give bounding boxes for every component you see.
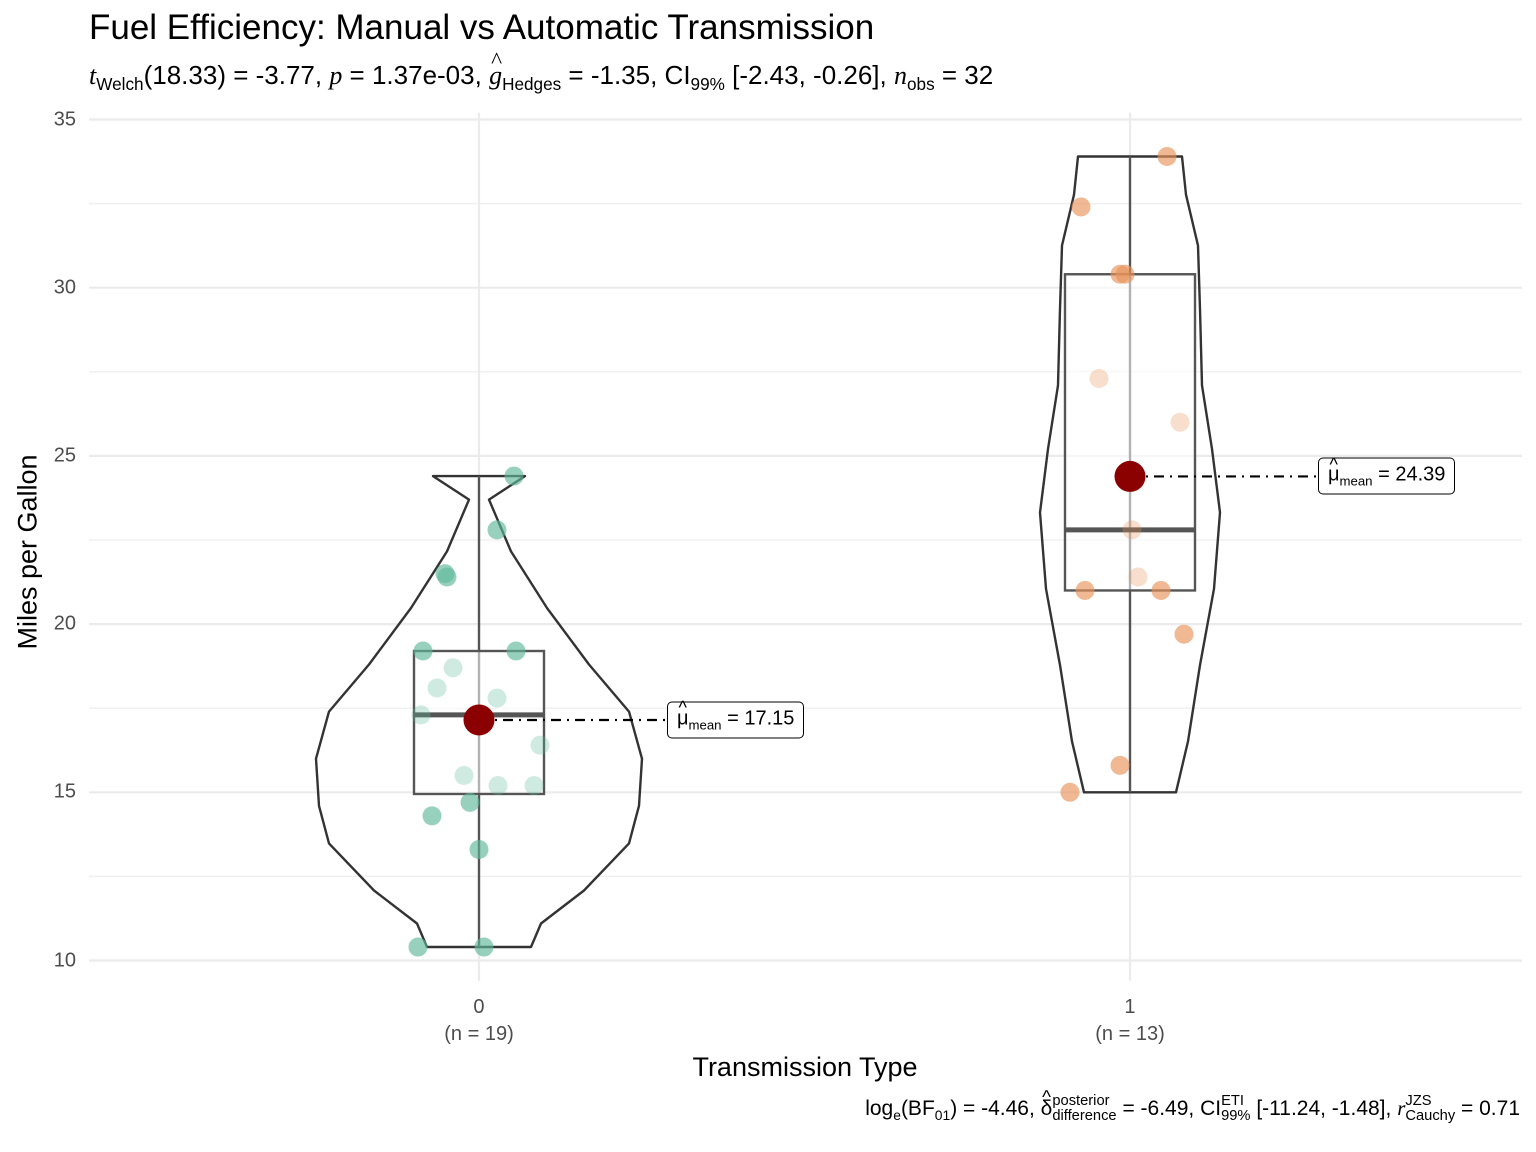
mean-label-mu: μ bbox=[1328, 454, 1340, 487]
x-tick-count: (n = 13) bbox=[1095, 1023, 1165, 1045]
mean-label-sub: mean bbox=[688, 717, 722, 733]
chart-title: Fuel Efficiency: Manual vs Automatic Tra… bbox=[89, 8, 875, 47]
data-point bbox=[1151, 580, 1171, 600]
y-tick-label: 10 bbox=[53, 949, 76, 971]
data-point bbox=[413, 641, 433, 661]
y-axis-title: Miles per Gallon bbox=[12, 454, 43, 650]
caption-log-label: log bbox=[865, 1096, 894, 1120]
x-tick-label-1: 1 (n = 13) bbox=[1095, 994, 1164, 1048]
subtitle-g-value: = -1.35, CI bbox=[561, 60, 691, 90]
mean-point-0 bbox=[463, 704, 495, 736]
caption-r-sup: JZS bbox=[1405, 1093, 1432, 1109]
violin-outline-0 bbox=[314, 474, 644, 949]
mean-label-0: μmean = 17.15 bbox=[667, 698, 805, 739]
x-tick-count: (n = 19) bbox=[444, 1023, 514, 1045]
mean-label-value: = 17.15 bbox=[721, 707, 795, 730]
caption-delta-label: δ bbox=[1041, 1087, 1053, 1121]
mean-label-mu: μ bbox=[677, 698, 689, 730]
caption-bf-sub: 01 bbox=[934, 1107, 951, 1124]
data-point bbox=[1089, 369, 1109, 389]
subtitle-p-value: = 1.37e-03, bbox=[342, 60, 490, 90]
caption-log-sub: e bbox=[893, 1107, 901, 1124]
data-point bbox=[1128, 567, 1148, 587]
data-point bbox=[427, 678, 447, 698]
caption-delta-value: = -6.49, CI bbox=[1116, 1096, 1222, 1120]
data-point bbox=[422, 806, 442, 826]
caption-r-label: r bbox=[1397, 1095, 1406, 1120]
data-point bbox=[1170, 412, 1190, 432]
data-point bbox=[1115, 264, 1135, 284]
y-tick-label: 35 bbox=[53, 108, 76, 130]
x-tick-category: 0 bbox=[473, 996, 485, 1018]
subtitle-n-sub: obs bbox=[906, 74, 935, 95]
data-point bbox=[506, 641, 526, 661]
data-point bbox=[1110, 755, 1130, 775]
x-tick-label-0: 0 (n = 19) bbox=[444, 994, 513, 1048]
caption-r-scripts: JZS Cauchy bbox=[1405, 1093, 1456, 1125]
subtitle-ci-sub: 99% bbox=[690, 74, 725, 95]
data-point bbox=[524, 776, 544, 796]
data-point bbox=[454, 765, 474, 785]
data-point bbox=[504, 466, 524, 486]
data-point bbox=[443, 658, 463, 678]
chart-subtitle: tWelch(18.33) = -3.77, p = 1.37e-03, gHe… bbox=[89, 48, 994, 95]
x-tick-category: 1 bbox=[1124, 996, 1136, 1018]
subtitle-n-value: = 32 bbox=[934, 60, 994, 90]
data-point bbox=[1174, 624, 1194, 644]
data-point bbox=[1060, 782, 1080, 802]
caption-r-sub: Cauchy bbox=[1405, 1108, 1456, 1125]
caption-bf-value: ) = -4.46, bbox=[950, 1096, 1041, 1120]
caption-ci-scripts: ETI 99% bbox=[1221, 1093, 1251, 1125]
subtitle-ci-value: [-2.43, -0.26], bbox=[724, 60, 894, 90]
mean-label-sub: mean bbox=[1339, 473, 1373, 489]
mean-label-1: μmean = 24.39 bbox=[1318, 454, 1456, 495]
caption-r-value: = 0.71 bbox=[1455, 1096, 1520, 1120]
caption-delta-sup: posterior bbox=[1052, 1093, 1110, 1109]
caption-ci-value: [-11.24, -1.48], bbox=[1250, 1096, 1398, 1120]
mean-point-1 bbox=[1114, 460, 1146, 492]
data-point bbox=[1157, 147, 1177, 167]
y-tick-label: 15 bbox=[53, 780, 76, 803]
subtitle-t-sub: Welch bbox=[96, 74, 144, 95]
y-tick-label: 25 bbox=[53, 444, 76, 467]
data-point bbox=[469, 839, 489, 859]
data-point bbox=[408, 937, 428, 957]
data-point bbox=[488, 776, 508, 796]
y-tick-label: 20 bbox=[53, 612, 76, 635]
subtitle-t-label: t bbox=[89, 61, 97, 90]
subtitle-p-label: p bbox=[329, 61, 343, 90]
chart-caption: loge(BF01) = -4.46, δposteriordifference… bbox=[865, 1087, 1520, 1125]
data-point bbox=[487, 688, 507, 708]
data-point bbox=[487, 520, 507, 540]
caption-delta-sub: difference bbox=[1052, 1108, 1117, 1125]
caption-delta-scripts: posterior difference bbox=[1052, 1093, 1117, 1125]
subtitle-n-label: n bbox=[893, 61, 907, 90]
x-axis-title: Transmission Type bbox=[692, 1052, 918, 1082]
subtitle-g-label: g bbox=[489, 48, 502, 91]
mean-label-value: = 24.39 bbox=[1372, 463, 1446, 486]
box-1 bbox=[1063, 273, 1197, 592]
data-point bbox=[530, 735, 550, 755]
data-point bbox=[1122, 520, 1142, 540]
subtitle-df: (18.33) = -3.77, bbox=[143, 60, 330, 90]
caption-bf-open: (BF bbox=[900, 1096, 935, 1120]
data-point bbox=[460, 792, 480, 812]
caption-ci-sup: ETI bbox=[1221, 1093, 1244, 1109]
data-point bbox=[1071, 197, 1091, 217]
violin-outline-1 bbox=[1038, 155, 1222, 794]
data-point bbox=[435, 564, 455, 584]
subtitle-g-sub: Hedges bbox=[502, 74, 562, 95]
y-tick-label: 30 bbox=[53, 276, 76, 299]
data-point bbox=[474, 937, 494, 957]
data-point bbox=[1075, 580, 1095, 600]
caption-ci-sub: 99% bbox=[1221, 1108, 1251, 1125]
data-point bbox=[411, 705, 431, 725]
